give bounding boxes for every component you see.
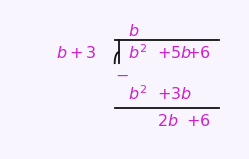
Text: $b+3$: $b+3$ (56, 45, 97, 62)
Text: $+6$: $+6$ (186, 113, 210, 130)
Text: $b^2$: $b^2$ (127, 44, 147, 63)
Text: $-$: $-$ (115, 67, 129, 84)
Text: $+5b$: $+5b$ (157, 45, 191, 62)
Text: $b^2$: $b^2$ (127, 86, 147, 104)
Text: $b$: $b$ (127, 23, 139, 40)
Text: $2b$: $2b$ (157, 113, 178, 130)
Text: $+6$: $+6$ (186, 45, 210, 62)
Text: $+3b$: $+3b$ (157, 86, 191, 104)
